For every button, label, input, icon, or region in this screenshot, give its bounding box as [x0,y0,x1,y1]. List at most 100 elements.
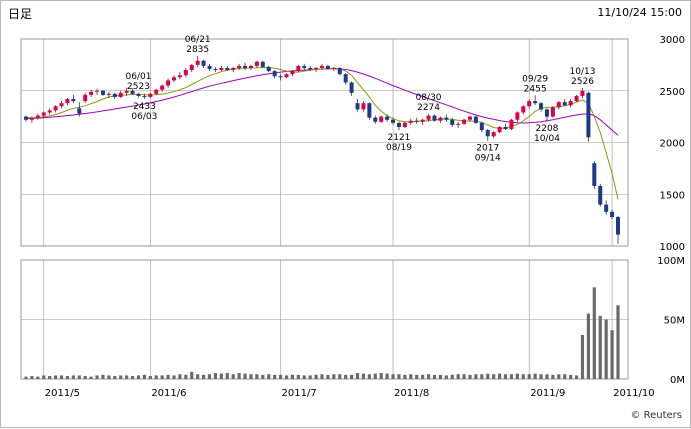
copyright-notice: © Reuters [630,410,682,421]
volume-bar [432,374,437,379]
volume-bar [119,375,123,379]
candle [112,92,117,100]
volume-bar [338,374,342,379]
candle [325,64,330,71]
candle-body [610,211,615,218]
candle [521,105,526,115]
candle [396,121,401,130]
volume-bar [385,373,389,379]
volume-bar [444,375,448,379]
volume-bar [426,374,431,379]
volume-bar [379,373,383,379]
volume-bar [533,373,537,379]
volume-bar [486,373,490,379]
volume-bar [267,374,271,379]
candle [248,64,253,71]
candle-body [166,80,171,86]
candle-body [479,122,484,131]
volume-bar [202,374,206,379]
candle-body [83,94,88,102]
volume-bar [136,375,141,379]
volume-bar [355,373,360,379]
volume-bar [284,375,289,379]
volume-tick-label: 50M [664,316,685,327]
candle-body [497,126,502,133]
volume-bar [184,374,188,379]
annotation-date: 06/03 [131,112,157,122]
candle-body [47,110,52,113]
candle-body [189,64,194,71]
candle [260,60,265,68]
candle-body [302,65,307,68]
candle-body [243,65,248,68]
volume-bar [326,374,330,379]
candle [314,66,319,73]
candle-body [391,119,396,123]
volume-bar [213,373,218,379]
candle-body [231,67,236,71]
candle-body [225,67,230,71]
price-y-axis: 3000 2500 2000 1500 1000 [660,35,685,253]
volume-bar [314,374,318,379]
candle-body [450,119,455,125]
candle-body [361,103,366,110]
x-axis: 2011/5 2011/6 2011/7 2011/8 2011/9 2011/10 [45,388,655,399]
volume-bar [160,375,164,379]
volume-bars [24,287,620,379]
candle-body [604,204,609,212]
candle-body [485,130,490,137]
candle [243,62,248,71]
candle [95,88,100,95]
candle [450,117,455,127]
annotation-date: 09/29 [522,74,548,84]
volume-bar [237,373,241,379]
annotation-date: 08/19 [386,143,412,153]
candle [225,65,230,72]
volume-bar [249,374,253,379]
volume-bar [207,374,212,379]
candle-body [616,217,620,235]
candle [320,63,324,71]
candle-body [65,99,70,104]
volume-bar [403,374,407,379]
candle [160,84,165,92]
candle-body [574,95,579,102]
volume-bar [125,375,129,379]
candle-body [172,77,176,81]
candle-body [438,117,443,121]
candle [361,101,366,112]
candle [527,99,532,109]
volume-bar [592,287,596,379]
candle [515,111,520,122]
candle-body [396,122,401,127]
candle-body [53,106,58,111]
volume-bar [42,375,46,379]
candle-body [473,116,478,123]
annotation-date: 10/13 [570,67,596,77]
candle [604,200,609,215]
candle-body [367,103,372,118]
volume-bar [569,374,573,379]
volume-bar [586,313,590,379]
candle-body [112,93,117,97]
volume-tick-label: 0M [670,375,685,386]
candlestick-series [24,56,620,244]
volume-y-axis: 100M 50M 0M [657,256,685,386]
x-tick-label: 2011/10 [613,388,655,399]
annotation-date: 08/30 [416,93,442,103]
volume-bar [83,376,87,379]
volume-bar [492,374,496,379]
candle-body [385,116,390,120]
volume-bar [101,374,105,379]
volume-bar [344,374,348,379]
volume-bar [474,374,478,379]
volume-bar [574,375,579,379]
candle [284,73,289,79]
candle [574,94,579,103]
candle-body [426,115,431,120]
volume-bar [225,373,229,379]
candle [385,114,390,122]
candle [568,99,573,108]
candle [83,92,88,104]
